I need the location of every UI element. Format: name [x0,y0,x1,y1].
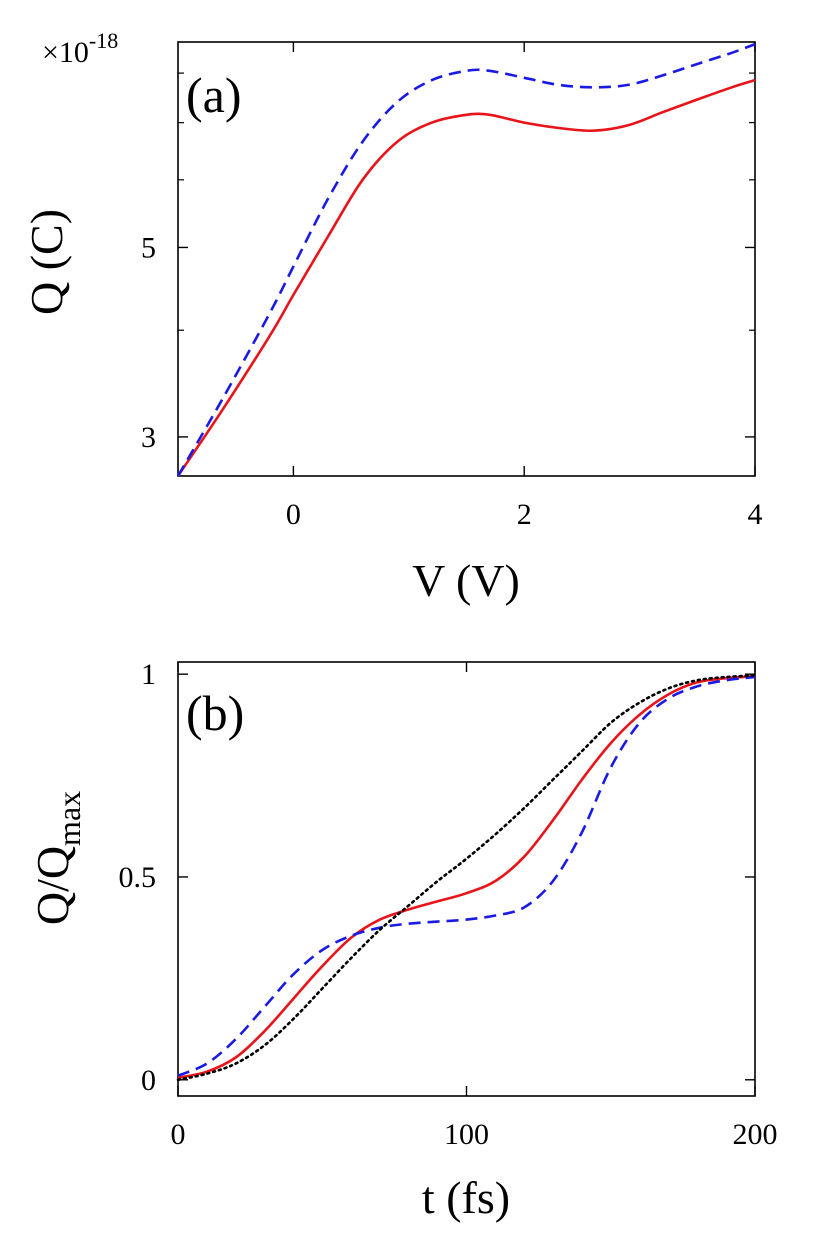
y-tick-label: 1 [141,658,156,691]
a-ticks: 0 2 4 3 5 [141,42,763,531]
b-ticks: 0 100 200 0 0.5 1 [119,658,778,1151]
panel-b: 0 100 200 0 0.5 1 (b) t (fs) Q/Qmax [27,658,778,1223]
series-line-2 [176,674,757,1082]
b-lines [176,674,757,1082]
a-lines [176,42,756,477]
x-axis-label-b: t (fs) [422,1172,510,1223]
panel-label-b: (b) [186,685,244,741]
x-tick-label: 200 [733,1118,778,1151]
y-axis-label-b: Q/Qmax [27,791,87,925]
y-axis-label-a: Q (C) [21,209,72,315]
y-tick-label: 5 [141,231,156,264]
series-line-1 [177,675,756,1077]
x-tick-label: 4 [748,498,763,531]
y-tick-label: 0 [141,1064,156,1097]
x-tick-label: 0 [171,1118,186,1151]
panel-label-a: (a) [186,67,242,123]
y-multiplier-a: ×10-18 [42,28,118,69]
x-tick-label: 0 [286,498,301,531]
x-tick-label: 100 [444,1118,489,1151]
series-line-0 [176,78,756,477]
series-line-1 [176,42,756,477]
panel-a: 0 2 4 3 5 (a) ×10-18 V (V) Q (C) [21,28,763,606]
y-tick-label: 3 [141,421,156,454]
x-tick-label: 2 [517,498,532,531]
x-axis-label-a: V (V) [412,555,520,606]
series-line-0 [177,674,756,1079]
y-tick-label: 0.5 [119,861,157,894]
plot-frame-a [177,41,756,477]
